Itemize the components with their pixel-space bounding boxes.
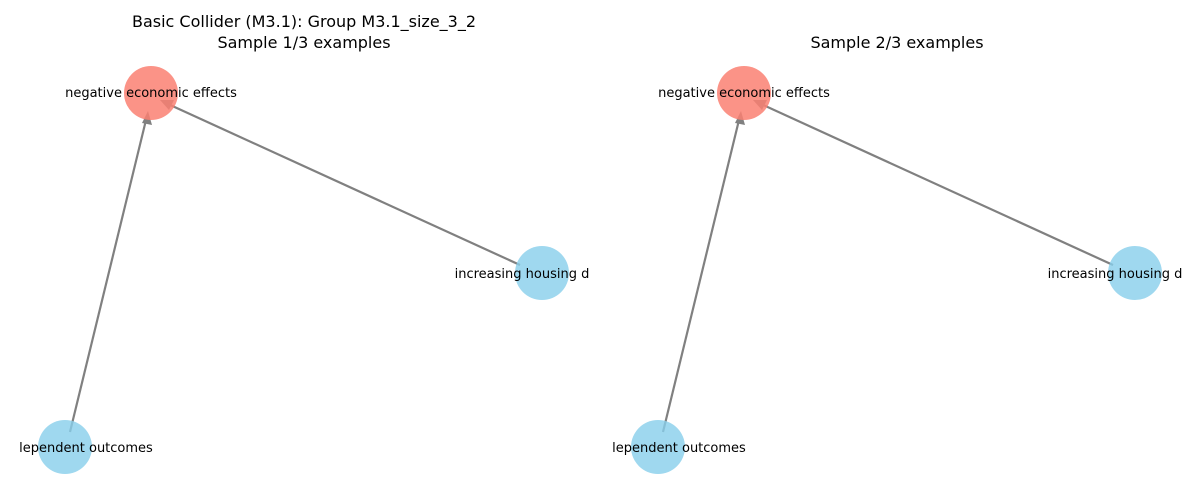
panel-1-nodes [38,66,569,474]
panel-1-labels: negative economic effects increasing hou… [19,86,589,456]
panel-2-title: Sample 2/3 examples [697,32,1097,53]
node-cause-left-label: lependent outcomes [612,441,746,456]
node-effect [717,66,771,120]
panel-2-labels: negative economic effects increasing hou… [612,86,1182,456]
node-effect [124,66,178,120]
edge-left-to-effect [661,119,741,433]
node-cause-left-label: lependent outcomes [19,441,153,456]
panel-2-graph: negative economic effects increasing hou… [612,66,1182,474]
panel-2-nodes [631,66,1162,474]
panel-1-title: Basic Collider (M3.1): Group M3.1_size_3… [104,11,504,53]
edge-left-to-effect [68,119,148,433]
panel-1-title-line-1: Basic Collider (M3.1): Group M3.1_size_3… [131,12,477,31]
node-cause-right-label: increasing housing d [455,267,590,282]
panel-2-edges [661,100,1114,433]
panel-1-graph: negative economic effects increasing hou… [19,66,589,474]
panel-1-title-line-2: Sample 1/3 examples [217,33,391,52]
node-effect-label: negative economic effects [65,86,237,101]
node-cause-right-label: increasing housing d [1048,267,1183,282]
panel-1-edges [68,100,521,433]
edge-right-to-effect [760,102,1114,267]
node-cause-right [1108,246,1162,300]
node-effect-label: negative economic effects [658,86,830,101]
node-cause-left [38,420,92,474]
panel-2-title-line-2: Sample 2/3 examples [810,33,984,52]
node-cause-left [631,420,685,474]
node-cause-right [515,246,569,300]
edge-right-to-effect [167,102,521,267]
